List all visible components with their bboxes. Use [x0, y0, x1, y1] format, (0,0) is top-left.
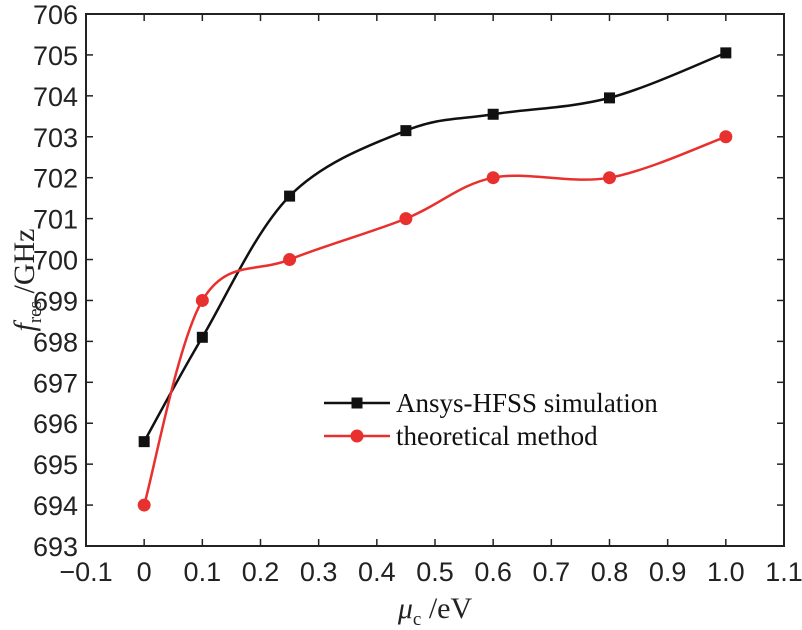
x-tick-label: 0.9 — [649, 557, 687, 587]
legend-marker-hfss — [351, 397, 363, 409]
x-tick-label: 0.1 — [184, 557, 222, 587]
data-point-theory — [719, 130, 733, 144]
legend-marker-theory — [350, 429, 364, 443]
x-tick-label: 0.2 — [242, 557, 280, 587]
y-tick-label: 699 — [33, 286, 78, 316]
data-point-hfss — [400, 125, 412, 137]
data-point-hfss — [720, 47, 732, 59]
series-line-hfss — [143, 51, 727, 443]
data-point-hfss — [196, 331, 208, 343]
y-tick-label: 706 — [33, 0, 78, 30]
data-point-theory — [195, 293, 209, 307]
y-axis-unit: /GHz — [8, 229, 41, 301]
x-tick-label: 1.1 — [765, 557, 802, 587]
y-tick-label: 701 — [33, 205, 78, 235]
x-tick-label: 0.4 — [358, 557, 396, 587]
y-tick-label: 697 — [33, 368, 78, 398]
y-axis-subscript: res — [25, 301, 46, 323]
data-point-hfss — [138, 436, 150, 448]
y-tick-label: 700 — [33, 246, 78, 276]
x-axis-subscript: c — [413, 609, 421, 630]
y-tick-label: 703 — [33, 123, 78, 153]
plot-frame — [85, 13, 785, 547]
y-tick-label: 694 — [33, 491, 78, 521]
x-tick-label: 0.8 — [591, 557, 629, 587]
y-axis-title: fres /GHz — [8, 229, 46, 332]
data-point-hfss — [284, 190, 296, 202]
y-tick-label: 698 — [33, 327, 78, 357]
x-axis-unit: /eV — [421, 592, 472, 625]
x-tick-label: 0.6 — [474, 557, 512, 587]
data-point-hfss — [487, 108, 499, 120]
data-point-hfss — [604, 92, 615, 104]
x-axis-title: μc /eV — [397, 592, 473, 630]
data-point-theory — [283, 253, 297, 267]
y-tick-label: 705 — [33, 41, 78, 71]
data-point-theory — [486, 171, 500, 185]
x-tick-label: −0.1 — [59, 557, 112, 587]
data-point-theory — [137, 498, 151, 512]
series-layer — [137, 47, 733, 512]
x-tick-label: 1.0 — [707, 557, 745, 587]
x-axis-ticks: −0.1 0 0.1 0.2 0.3 0.4 0.5 0.6 0.7 0.8 0.9 1.0 1.1 — [59, 14, 802, 587]
legend-label-hfss: Ansys-HFSS simulation — [396, 388, 658, 418]
y-tick-label: 696 — [33, 409, 78, 439]
x-axis-symbol: μ — [397, 592, 413, 625]
legend: Ansys-HFSS simulation theoretical method — [324, 388, 658, 451]
data-point-theory — [399, 212, 413, 226]
y-tick-label: 704 — [33, 82, 78, 112]
data-point-theory — [603, 171, 616, 185]
x-tick-label: 0.3 — [300, 557, 338, 587]
legend-label-theory: theoretical method — [396, 421, 598, 451]
y-axis-ticks: 693 694 695 696 697 698 699 700 701 702 703 704 705 7… — [33, 0, 784, 562]
y-tick-label: 695 — [33, 450, 78, 480]
x-tick-label: 0.7 — [533, 557, 571, 587]
y-tick-label: 693 — [33, 532, 78, 562]
x-tick-label: 0.5 — [416, 557, 454, 587]
y-tick-label: 702 — [33, 164, 78, 194]
x-tick-label: 0 — [137, 557, 152, 587]
